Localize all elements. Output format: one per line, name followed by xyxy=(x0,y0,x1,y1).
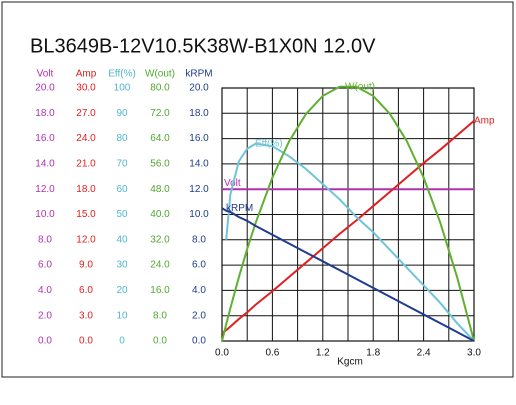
y-tick-label: 64.0 xyxy=(150,133,170,144)
x-tick-label: 1.8 xyxy=(366,348,380,359)
y-tick-label: 100 xyxy=(114,83,131,94)
y-tick-label: 8.0 xyxy=(192,234,206,245)
y-tick-label: 10.0 xyxy=(35,209,55,220)
y-tick-label: 14.0 xyxy=(35,159,55,170)
y-tick-label: 9.0 xyxy=(79,260,93,271)
y-tick-label: 24.0 xyxy=(76,133,96,144)
y-tick-label: 40 xyxy=(116,234,128,245)
y-tick-label: 56.0 xyxy=(150,159,170,170)
y-tick-label: 90 xyxy=(116,108,128,119)
y-tick-label: 24.0 xyxy=(150,260,170,271)
y-tick-label: 12.0 xyxy=(189,184,209,195)
y-tick-label: 80.0 xyxy=(150,83,170,94)
x-tick-label: 1.2 xyxy=(316,348,330,359)
y-tick-label: 6.0 xyxy=(192,260,206,271)
axis-name: Eff(%) xyxy=(108,69,136,80)
y-tick-label: 10 xyxy=(116,310,128,321)
y-tick-label: 30.0 xyxy=(76,83,96,94)
y-tick-label: 0.0 xyxy=(79,336,93,347)
y-tick-label: 30 xyxy=(116,260,128,271)
y-tick-label: 60 xyxy=(116,184,128,195)
y-tick-label: 16.0 xyxy=(150,285,170,296)
y-tick-label: 20.0 xyxy=(35,83,55,94)
series-line xyxy=(225,142,475,342)
y-tick-label: 18.0 xyxy=(76,184,96,195)
x-tick-label: 3.0 xyxy=(467,348,481,359)
plot-frame xyxy=(221,87,475,342)
y-tick-label: 20 xyxy=(116,285,128,296)
y-tick-label: 20.0 xyxy=(189,83,209,94)
series-label: W(out) xyxy=(345,81,375,92)
y-tick-label: 6.0 xyxy=(38,260,52,271)
axis-name: W(out) xyxy=(145,69,175,80)
y-tick-label: 6.0 xyxy=(79,285,93,296)
y-tick-label: 80 xyxy=(116,133,128,144)
y-tick-label: 16.0 xyxy=(35,133,55,144)
series-line xyxy=(221,85,475,342)
x-tick-label: 0.6 xyxy=(265,348,279,359)
y-tick-label: 0.0 xyxy=(153,336,167,347)
y-tick-label: 18.0 xyxy=(189,108,209,119)
y-tick-label: 15.0 xyxy=(76,209,96,220)
y-tick-label: 27.0 xyxy=(76,108,96,119)
y-tick-label: 12.0 xyxy=(76,234,96,245)
y-tick-label: 0.0 xyxy=(38,336,52,347)
y-tick-label: 72.0 xyxy=(150,108,170,119)
series-label: Eff(%) xyxy=(255,138,283,149)
y-tick-label: 16.0 xyxy=(189,133,209,144)
series-label: Amp xyxy=(474,116,495,127)
y-tick-label: 10.0 xyxy=(189,209,209,220)
series-label: kRPM xyxy=(226,203,253,214)
axis-name: Amp xyxy=(76,69,97,80)
x-tick-label: 2.4 xyxy=(417,348,431,359)
y-tick-label: 3.0 xyxy=(79,310,93,321)
y-tick-label: 32.0 xyxy=(150,234,170,245)
y-tick-label: 18.0 xyxy=(35,108,55,119)
y-tick-label: 8.0 xyxy=(153,310,167,321)
x-axis-label: Kgcm xyxy=(337,357,363,368)
y-tick-label: 21.0 xyxy=(76,159,96,170)
y-tick-label: 2.0 xyxy=(192,310,206,321)
axis-name: kRPM xyxy=(185,69,212,80)
y-tick-label: 50 xyxy=(116,209,128,220)
y-tick-label: 70 xyxy=(116,159,128,170)
x-tick-label: 0.0 xyxy=(215,348,229,359)
y-tick-label: 48.0 xyxy=(150,184,170,195)
axis-name: Volt xyxy=(37,69,54,80)
series-line xyxy=(221,120,475,335)
y-tick-label: 40.0 xyxy=(150,209,170,220)
series-line xyxy=(221,207,475,342)
y-tick-label: 14.0 xyxy=(189,159,209,170)
chart-title: BL3649B-12V10.5K38W-B1X0N 12.0V xyxy=(30,35,376,57)
y-tick-label: 0.0 xyxy=(192,336,206,347)
y-tick-label: 12.0 xyxy=(35,184,55,195)
y-tick-label: 8.0 xyxy=(38,234,52,245)
y-tick-label: 4.0 xyxy=(38,285,52,296)
y-tick-label: 4.0 xyxy=(192,285,206,296)
y-tick-label: 0 xyxy=(119,336,125,347)
y-tick-label: 2.0 xyxy=(38,310,52,321)
